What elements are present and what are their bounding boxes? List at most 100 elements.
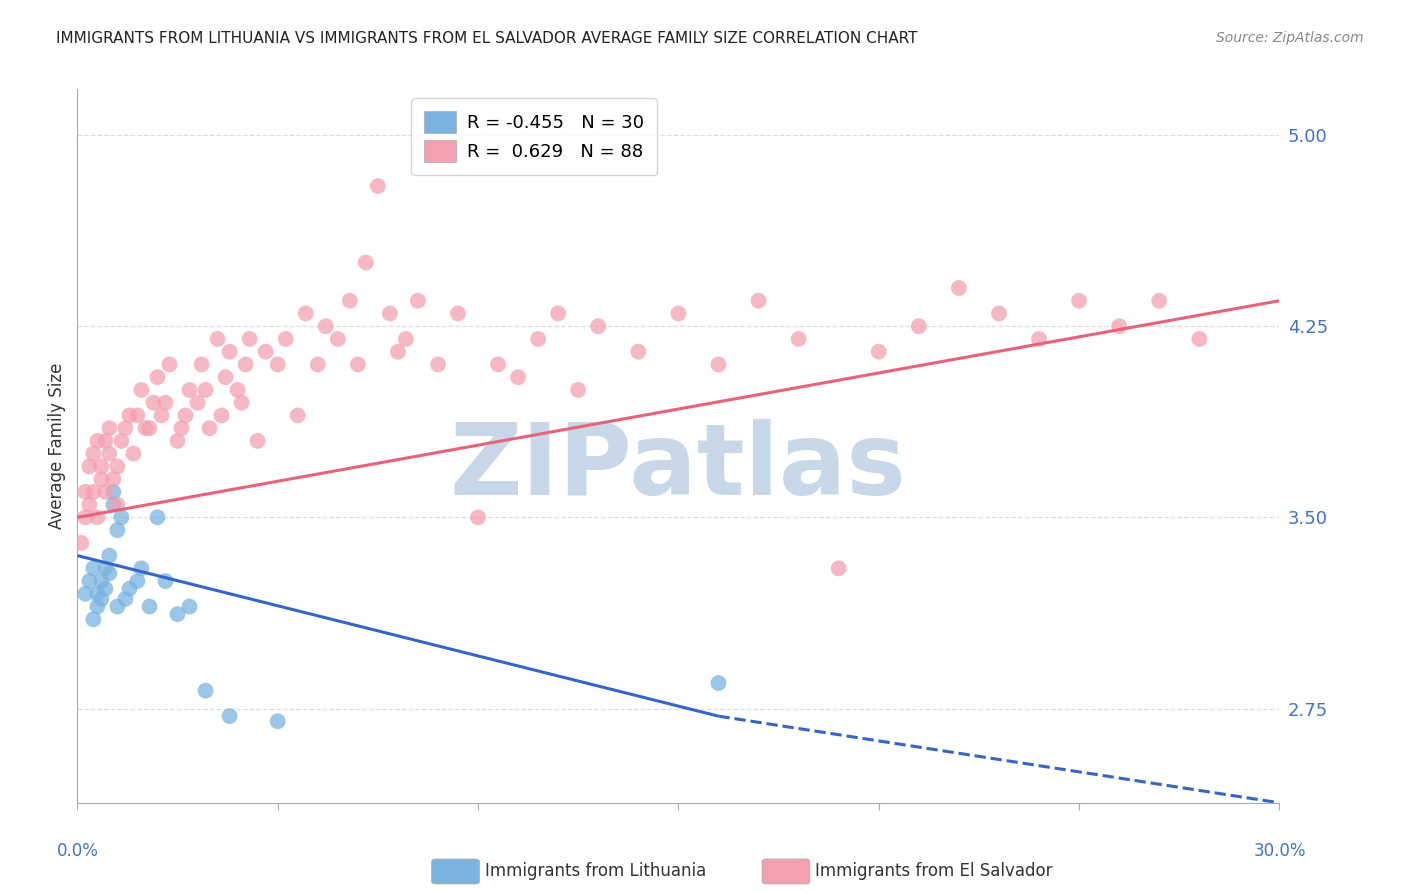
Point	[86, 599, 108, 614]
Point	[98, 549, 121, 563]
Text: Immigrants from Lithuania: Immigrants from Lithuania	[485, 863, 706, 880]
Point	[447, 306, 470, 320]
Point	[508, 370, 530, 384]
Point	[1028, 332, 1050, 346]
Text: Immigrants from El Salvador: Immigrants from El Salvador	[815, 863, 1053, 880]
Point	[1069, 293, 1091, 308]
Point	[155, 395, 177, 409]
Point	[122, 447, 145, 461]
Point	[194, 683, 217, 698]
Point	[82, 612, 104, 626]
Point	[179, 599, 201, 614]
Point	[467, 510, 489, 524]
Point	[908, 319, 931, 334]
Point	[86, 510, 108, 524]
Point	[138, 421, 160, 435]
Point	[82, 447, 104, 461]
Point	[98, 447, 121, 461]
Point	[110, 510, 132, 524]
Point	[274, 332, 297, 346]
Point	[107, 599, 129, 614]
Point	[79, 459, 101, 474]
Point	[166, 434, 188, 448]
Point	[406, 293, 429, 308]
Point	[988, 306, 1011, 320]
Point	[588, 319, 610, 334]
Text: ZIPatlas: ZIPatlas	[450, 419, 907, 516]
Point	[155, 574, 177, 588]
Point	[828, 561, 851, 575]
Point	[90, 591, 112, 606]
Point	[1188, 332, 1211, 346]
Point	[94, 561, 117, 575]
Point	[131, 561, 153, 575]
Point	[90, 574, 112, 588]
Point	[194, 383, 217, 397]
Point	[86, 434, 108, 448]
Point	[567, 383, 589, 397]
Point	[354, 255, 377, 269]
Point	[246, 434, 269, 448]
Point	[226, 383, 249, 397]
Point	[127, 409, 149, 423]
Point	[339, 293, 361, 308]
Point	[218, 709, 240, 723]
Point	[527, 332, 550, 346]
Point	[174, 409, 197, 423]
Point	[107, 498, 129, 512]
Point	[707, 676, 730, 690]
Text: 30.0%: 30.0%	[1253, 842, 1306, 860]
Point	[110, 434, 132, 448]
Point	[146, 370, 169, 384]
Point	[90, 459, 112, 474]
Point	[187, 395, 209, 409]
Point	[211, 409, 233, 423]
Point	[131, 383, 153, 397]
Point	[707, 358, 730, 372]
Point	[367, 179, 389, 194]
Point	[107, 459, 129, 474]
Point	[748, 293, 770, 308]
Point	[98, 421, 121, 435]
Point	[103, 472, 125, 486]
Point	[668, 306, 690, 320]
Point	[254, 344, 277, 359]
Point	[103, 484, 125, 499]
Point	[231, 395, 253, 409]
Point	[159, 358, 181, 372]
Point	[150, 409, 173, 423]
Point	[207, 332, 229, 346]
Point	[326, 332, 349, 346]
Point	[347, 358, 370, 372]
Point	[239, 332, 262, 346]
Point	[378, 306, 401, 320]
Point	[86, 587, 108, 601]
Point	[79, 574, 101, 588]
Point	[218, 344, 240, 359]
Point	[547, 306, 569, 320]
Point	[166, 607, 188, 622]
Point	[114, 421, 136, 435]
Point	[79, 498, 101, 512]
Point	[948, 281, 970, 295]
Text: Source: ZipAtlas.com: Source: ZipAtlas.com	[1216, 31, 1364, 45]
Point	[94, 582, 117, 596]
Legend: R = -0.455   N = 30, R =  0.629   N = 88: R = -0.455 N = 30, R = 0.629 N = 88	[412, 98, 657, 175]
Point	[170, 421, 193, 435]
Point	[98, 566, 121, 581]
Point	[235, 358, 257, 372]
Point	[486, 358, 509, 372]
Point	[75, 587, 97, 601]
Point	[395, 332, 418, 346]
Point	[267, 714, 290, 729]
Point	[82, 561, 104, 575]
Point	[427, 358, 450, 372]
Point	[179, 383, 201, 397]
Point	[114, 591, 136, 606]
Point	[868, 344, 890, 359]
Point	[118, 582, 141, 596]
Point	[146, 510, 169, 524]
Point	[103, 498, 125, 512]
Point	[127, 574, 149, 588]
Point	[138, 599, 160, 614]
